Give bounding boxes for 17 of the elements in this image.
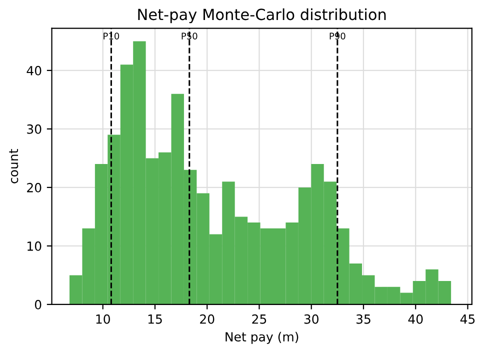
x-tick-label: 25 (252, 314, 266, 324)
ref-line-label: P90 (330, 32, 346, 40)
x-tick-label: 40 (408, 314, 423, 324)
y-tick-label: 30 (27, 124, 42, 134)
y-tick-label: 20 (27, 182, 42, 192)
x-tick-label: 10 (96, 314, 110, 324)
y-tick-label: 0 (34, 300, 42, 310)
y-tick-label: 10 (28, 241, 42, 251)
x-tick-label: 45 (460, 314, 475, 324)
x-axis-title: Net pay (m) (226, 332, 298, 344)
x-tick-label: 20 (200, 314, 214, 324)
x-tick-label: 30 (304, 314, 318, 324)
y-tick-label: 40 (26, 66, 42, 76)
y-axis-title: count (9, 149, 18, 184)
x-tick-label: 15 (148, 314, 162, 324)
chart-title: Net-pay Monte-Carlo distribution (138, 8, 386, 24)
x-tick-label: 35 (356, 314, 370, 324)
